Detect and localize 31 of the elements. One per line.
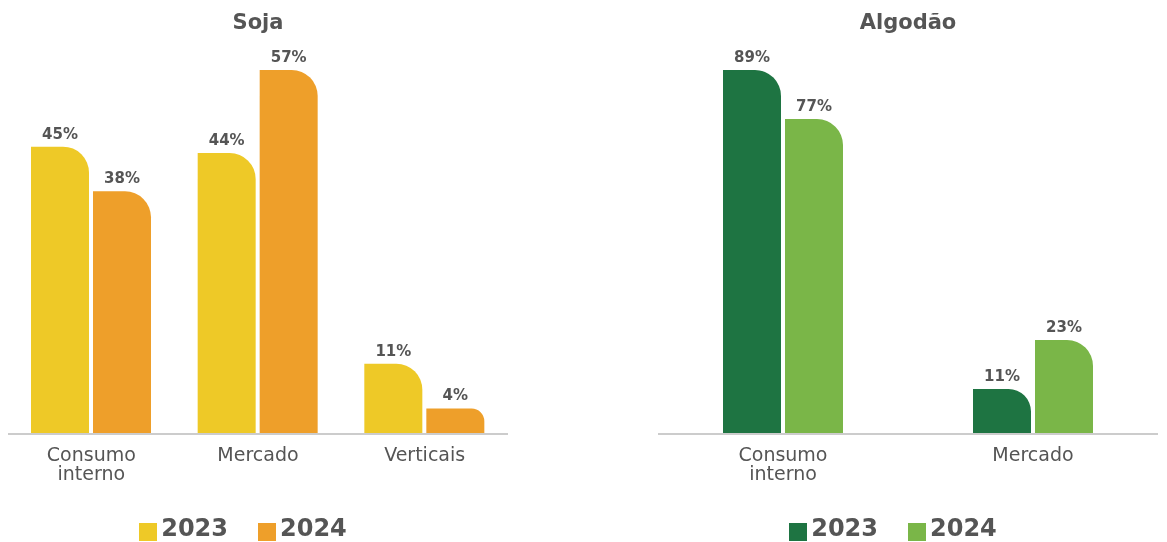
legend-label: 2023: [161, 514, 228, 542]
legend-label: 2024: [930, 514, 997, 542]
bar: [973, 389, 1031, 434]
bar: [1035, 339, 1093, 434]
x-tick-label: Consumo interno: [46, 443, 136, 485]
legend-label: 2024: [280, 514, 347, 542]
data-label: 57%: [270, 48, 307, 66]
x-tick-label: Mercado: [217, 443, 299, 466]
data-label: 44%: [208, 131, 245, 150]
bar: [364, 363, 423, 434]
data-label: 11%: [375, 341, 412, 360]
bar: [31, 146, 89, 434]
x-tick-label: Consumo interno: [738, 443, 828, 485]
bar: [259, 70, 318, 434]
data-label: 23%: [1046, 317, 1082, 336]
chart-title: Soja: [231, 9, 285, 36]
bar: [723, 70, 781, 434]
x-tick-label: Verticais: [384, 443, 466, 466]
data-label: 45%: [42, 124, 78, 143]
chart-title: Algodão: [858, 9, 958, 36]
x-tick-label: Mercado: [992, 443, 1074, 466]
legend-label: 2023: [811, 514, 878, 542]
bar: [93, 191, 151, 434]
data-label: 38%: [104, 169, 140, 188]
data-label: 11%: [984, 367, 1020, 386]
data-label: 77%: [796, 97, 832, 116]
data-label: 89%: [734, 48, 770, 66]
bar: [785, 119, 843, 434]
bar: [426, 408, 485, 434]
data-label: 4%: [442, 386, 469, 405]
bar: [197, 153, 256, 434]
